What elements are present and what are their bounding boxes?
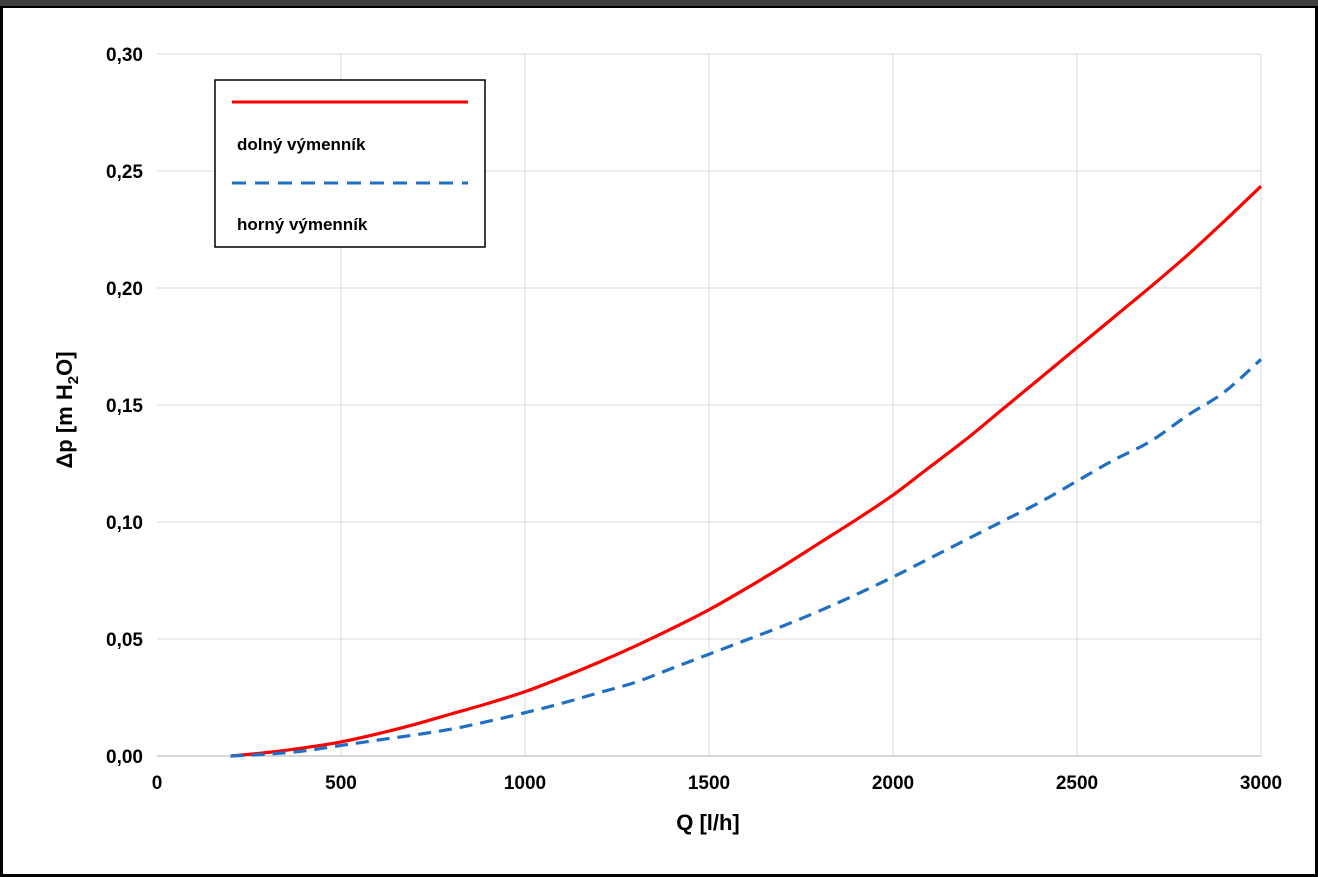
x-tick-label: 1500	[688, 773, 730, 794]
x-tick-label: 0	[152, 773, 163, 794]
x-tick-label: 1000	[504, 773, 546, 794]
series-line-horny	[230, 358, 1263, 758]
y-axis-title-suffix: O]	[52, 351, 77, 375]
window-top-bar	[0, 0, 1318, 8]
x-tick-label: 500	[325, 773, 357, 794]
y-tick-label: 0,20	[106, 279, 143, 300]
y-tick-label: 0,10	[106, 513, 143, 534]
y-tick-label: 0,15	[106, 396, 143, 417]
x-tick-label: 3000	[1240, 773, 1282, 794]
y-tick-label: 0,25	[106, 162, 143, 183]
y-axis-title-prefix: Δp [m H	[52, 384, 77, 468]
x-axis-title: Q [l/h]	[676, 810, 740, 835]
legend-label-dolny: dolný výmenník	[237, 135, 366, 154]
y-tick-label: 0,05	[106, 630, 143, 651]
y-tick-label: 0,30	[106, 45, 143, 66]
legend-box	[214, 79, 486, 248]
y-axis-title-subscript: 2	[65, 376, 82, 384]
x-tick-label: 2500	[1056, 773, 1098, 794]
y-tick-label: 0,00	[106, 747, 143, 768]
legend: dolný výmenník horný výmenník	[214, 79, 486, 248]
x-axis-ticks: 0 500 1000 1500 2000 2500 3000	[152, 773, 1282, 794]
series-layer	[230, 185, 1263, 758]
y-axis-title: Δp [m H2O]	[52, 351, 82, 468]
y-axis-ticks: 0,00 0,05 0,10 0,15 0,20 0,25 0,30	[106, 45, 143, 768]
series-line-dolny	[230, 185, 1263, 758]
x-tick-label: 2000	[872, 773, 914, 794]
legend-label-horny: horný výmenník	[237, 215, 368, 234]
